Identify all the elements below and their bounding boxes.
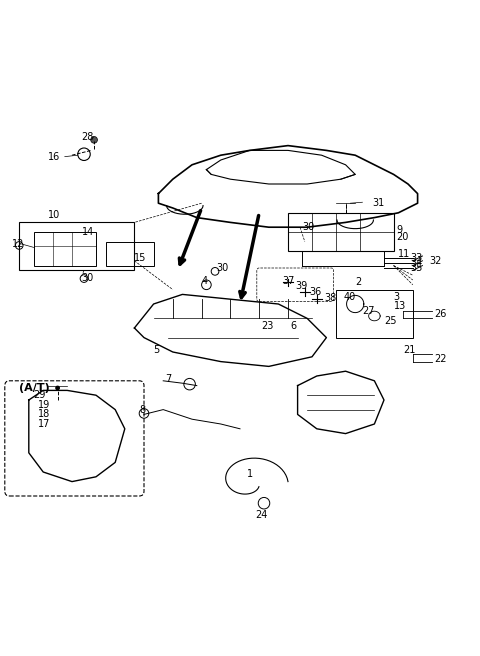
Text: 3: 3 — [394, 292, 400, 302]
Text: 15: 15 — [134, 253, 147, 264]
Text: 27: 27 — [362, 306, 375, 316]
Text: 23: 23 — [262, 321, 274, 331]
Text: 4: 4 — [202, 276, 208, 286]
Text: 10: 10 — [48, 210, 60, 220]
Text: 1: 1 — [247, 470, 253, 480]
Text: 29: 29 — [34, 390, 46, 400]
Text: 33: 33 — [410, 253, 423, 264]
Text: 19: 19 — [38, 400, 51, 410]
Text: 36: 36 — [310, 287, 322, 297]
Text: 32: 32 — [430, 256, 442, 266]
Bar — [34, 232, 96, 266]
Text: 22: 22 — [434, 354, 447, 364]
Bar — [288, 213, 394, 251]
Circle shape — [55, 386, 60, 390]
Text: 20: 20 — [396, 232, 408, 242]
Text: 9: 9 — [396, 224, 402, 235]
Text: 7: 7 — [166, 375, 172, 384]
Text: 35: 35 — [410, 263, 423, 273]
Text: 18: 18 — [38, 409, 51, 419]
Text: 39: 39 — [295, 281, 308, 291]
Text: 5: 5 — [154, 344, 160, 355]
Text: (A/T): (A/T) — [19, 383, 50, 393]
Text: 30: 30 — [82, 273, 94, 283]
Circle shape — [91, 136, 97, 143]
Text: 16: 16 — [48, 152, 60, 161]
Text: 25: 25 — [384, 316, 396, 326]
Bar — [336, 289, 413, 338]
Text: 38: 38 — [324, 293, 336, 303]
Text: 17: 17 — [38, 419, 51, 429]
Text: 30: 30 — [216, 263, 228, 273]
Text: 8: 8 — [139, 405, 145, 415]
Text: 12: 12 — [12, 239, 24, 249]
Text: 28: 28 — [82, 132, 94, 142]
Text: 13: 13 — [394, 301, 406, 312]
Text: 2: 2 — [355, 277, 361, 287]
Text: 31: 31 — [372, 198, 384, 208]
Text: 37: 37 — [282, 276, 295, 286]
Text: 40: 40 — [343, 292, 356, 302]
Bar — [106, 241, 154, 266]
Text: 21: 21 — [403, 344, 416, 355]
Text: 14: 14 — [82, 227, 94, 237]
Text: 26: 26 — [434, 308, 447, 319]
Text: 11: 11 — [398, 249, 411, 258]
Text: 24: 24 — [255, 510, 268, 520]
Text: 34: 34 — [410, 258, 423, 268]
Bar — [19, 222, 134, 270]
Text: 30: 30 — [302, 222, 315, 232]
Text: 6: 6 — [290, 321, 297, 331]
